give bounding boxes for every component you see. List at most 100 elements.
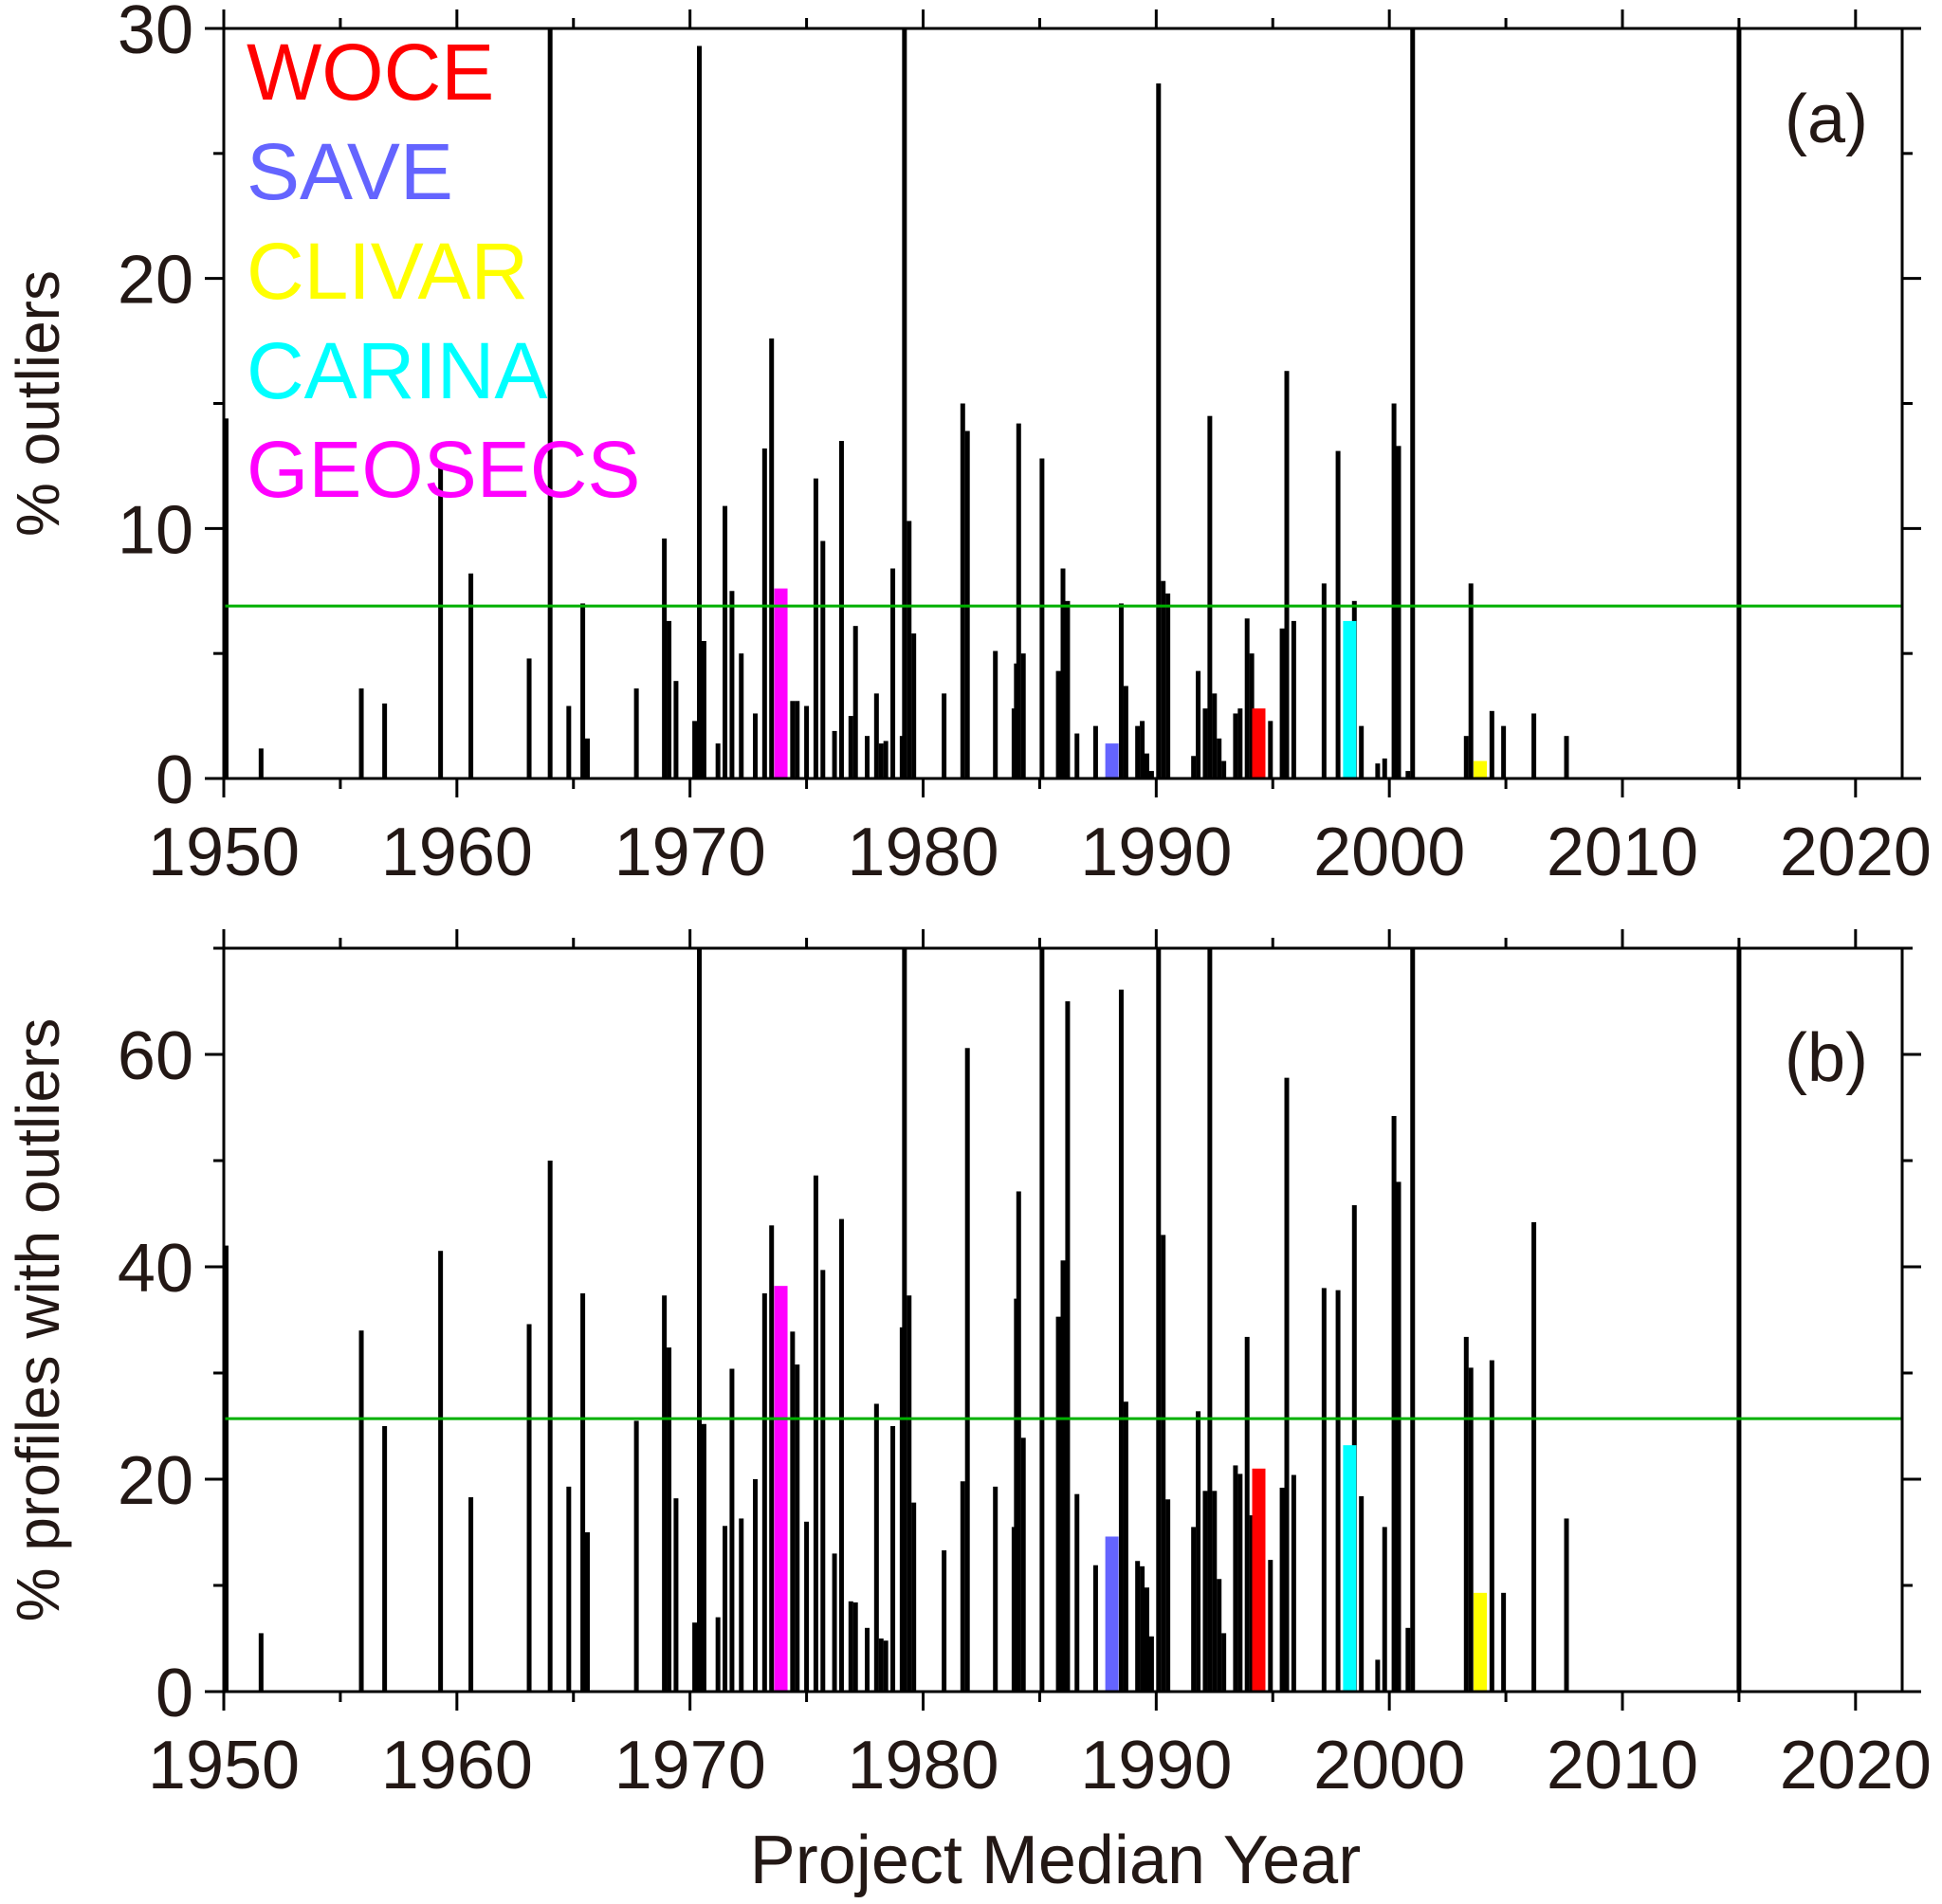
bar-65	[1165, 1499, 1171, 1692]
bar-49	[1016, 423, 1021, 778]
bar-33	[852, 1602, 858, 1692]
bar-25	[790, 1331, 796, 1692]
bar-81	[1321, 1288, 1327, 1692]
bar-95	[1531, 713, 1537, 778]
bar-0	[223, 1245, 229, 1692]
bar-59	[1135, 1561, 1141, 1692]
bar-60	[1140, 721, 1145, 778]
x-tick-label-1990: 1990	[1080, 815, 1232, 890]
bar-75	[1244, 1336, 1250, 1692]
bar-18	[715, 743, 721, 778]
panel-b-highlight-bars	[774, 1286, 1488, 1692]
bar-42	[911, 633, 917, 778]
bar-87	[1391, 403, 1397, 778]
bar-21	[739, 653, 744, 778]
bar-41	[907, 521, 912, 778]
bar-72	[1221, 760, 1227, 778]
bar-57	[1118, 603, 1124, 778]
bar-50	[1020, 1437, 1026, 1692]
bar-91	[1463, 1336, 1469, 1692]
bar-49	[1016, 1191, 1021, 1692]
bar-75	[1244, 618, 1250, 778]
bar-12	[662, 538, 668, 778]
bar-46	[993, 650, 998, 778]
bar-geosecs	[774, 588, 788, 778]
bar-8	[566, 1486, 572, 1692]
x-tick-label-2000: 2000	[1313, 815, 1465, 890]
bar-67	[1196, 1411, 1201, 1692]
bar-63	[1156, 948, 1162, 1692]
bar-20	[729, 1368, 735, 1692]
bar-85	[1375, 1659, 1381, 1692]
bar-78	[1279, 1487, 1285, 1692]
x-tick-label-2010: 2010	[1547, 815, 1698, 890]
bar-96	[1564, 736, 1569, 778]
bar-17	[701, 1423, 706, 1692]
bar-70	[1212, 1491, 1218, 1692]
bar-28	[813, 1175, 818, 1692]
bar-53	[1060, 1260, 1066, 1692]
bar-89	[1405, 1627, 1411, 1692]
bar-65	[1165, 593, 1171, 778]
bar-save	[1105, 743, 1119, 778]
x-tick-label-2020: 2020	[1780, 815, 1932, 890]
bar-50	[1020, 653, 1026, 778]
bar-carina	[1343, 620, 1357, 778]
bar-26	[795, 1364, 800, 1692]
bar-52	[1055, 670, 1061, 778]
bar-29	[820, 540, 826, 778]
bar-38	[890, 1426, 896, 1692]
bar-8	[566, 705, 572, 778]
bar-29	[820, 1270, 826, 1692]
bar-90	[1410, 948, 1416, 1692]
bar-87	[1391, 1115, 1397, 1692]
bar-22	[753, 1479, 758, 1692]
x-tick-label-1990: 1990	[1080, 1728, 1232, 1803]
bar-44	[960, 1481, 965, 1692]
bar-54	[1065, 600, 1071, 778]
bar-11	[633, 1420, 639, 1692]
panel-a-ticks: 1950 1960 1970 1980 1990 2000 2010 2020 0 10 20 30	[118, 0, 1932, 890]
panel-b-y-axis-label: % profiles with outliers	[4, 1018, 72, 1622]
bar-31	[838, 1218, 844, 1692]
bar-82	[1335, 1290, 1341, 1692]
bar-40	[902, 28, 907, 778]
panel-b-ticks: 1950 1960 1970 1980 1990 2000 2010 2020 0 20 40 60	[118, 929, 1932, 1803]
bar-94	[1501, 725, 1507, 778]
bar-96	[1564, 1518, 1569, 1692]
bar-1	[258, 1633, 264, 1692]
bar-11	[633, 688, 639, 778]
legend: WOCE SAVE CLIVAR CARINA GEOSECS	[247, 27, 640, 514]
bar-28	[813, 478, 818, 778]
x-tick-label-1980: 1980	[847, 1728, 998, 1803]
bar-74	[1237, 708, 1243, 778]
bar-55	[1074, 1493, 1080, 1692]
bar-78	[1279, 628, 1285, 778]
bar-55	[1074, 733, 1080, 778]
bar-16	[697, 948, 702, 1692]
y-tick-label-30: 30	[118, 0, 193, 68]
bar-3	[382, 1426, 388, 1692]
bar-16	[697, 46, 702, 778]
bar-92	[1468, 583, 1474, 778]
bar-34	[865, 736, 870, 778]
bar-9	[580, 603, 586, 778]
y-tick-label-20: 20	[118, 243, 193, 319]
bar-41	[907, 1295, 912, 1692]
panel-a-label: (a)	[1785, 82, 1868, 157]
bar-57	[1118, 989, 1124, 1692]
bar-43	[942, 1550, 947, 1692]
bar-69	[1207, 948, 1213, 1692]
bar-93	[1489, 1360, 1494, 1692]
x-tick-label-2000: 2000	[1313, 1728, 1465, 1803]
bar-26	[795, 701, 800, 778]
bar-77	[1268, 1560, 1273, 1692]
x-tick-label-2010: 2010	[1547, 1728, 1698, 1803]
bar-52	[1055, 1316, 1061, 1692]
bar-24	[769, 1225, 775, 1692]
x-tick-label-1970: 1970	[614, 815, 766, 890]
bar-60	[1140, 1565, 1145, 1692]
panel-a-y-axis-label: % outliers	[4, 270, 72, 537]
bar-74	[1237, 1474, 1243, 1692]
